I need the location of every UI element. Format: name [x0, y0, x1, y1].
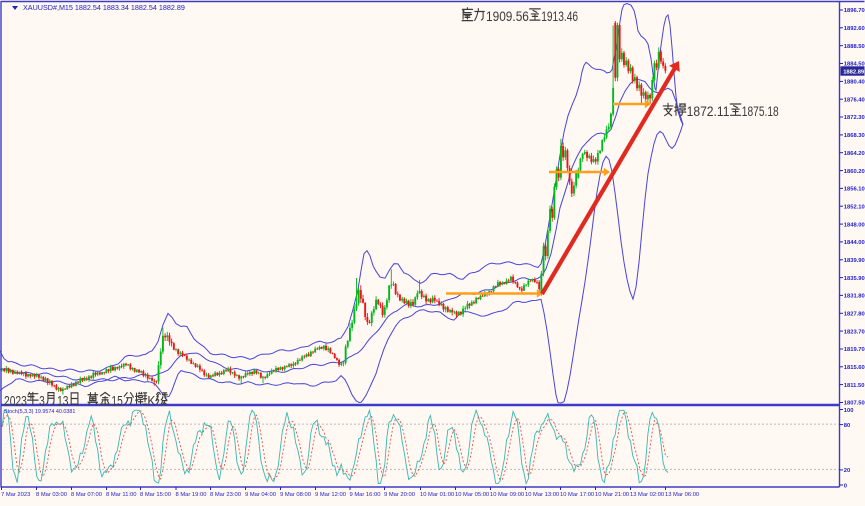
svg-text:10 Mar 21:00: 10 Mar 21:00 [595, 492, 629, 498]
svg-text:1823.70: 1823.70 [844, 329, 865, 335]
svg-text:1888.50: 1888.50 [844, 44, 865, 50]
svg-text:9 Mar 16:00: 9 Mar 16:00 [350, 492, 381, 498]
svg-text:1864.20: 1864.20 [844, 151, 865, 157]
svg-text:1839.90: 1839.90 [844, 258, 865, 264]
svg-text:1880.40: 1880.40 [844, 80, 865, 86]
svg-text:10 Mar 09:00: 10 Mar 09:00 [490, 492, 524, 498]
svg-text:9 Mar 20:00: 9 Mar 20:00 [384, 492, 415, 498]
svg-text:1819.70: 1819.70 [844, 347, 865, 353]
svg-text:10 Mar 13:00: 10 Mar 13:00 [525, 492, 559, 498]
svg-text:1811.50: 1811.50 [844, 383, 865, 389]
svg-text:Stoch(5,3,3) 19.9574 40.0381: Stoch(5,3,3) 19.9574 40.0381 [4, 409, 75, 415]
svg-text:9 Mar 12:00: 9 Mar 12:00 [315, 492, 346, 498]
svg-text:10 Mar 17:00: 10 Mar 17:00 [560, 492, 594, 498]
svg-text:1831.80: 1831.80 [844, 294, 865, 300]
svg-text:1876.40: 1876.40 [844, 97, 865, 103]
svg-text:13: 13 [57, 392, 69, 408]
svg-text:1872.11: 1872.11 [687, 103, 730, 119]
svg-text:80: 80 [844, 423, 850, 429]
svg-text:8 Mar 19:00: 8 Mar 19:00 [176, 492, 207, 498]
svg-text:8 Mar 03:00: 8 Mar 03:00 [36, 492, 67, 498]
svg-text:0: 0 [844, 483, 847, 489]
svg-text:9 Mar 04:00: 9 Mar 04:00 [245, 492, 276, 498]
svg-text:8 Mar 23:00: 8 Mar 23:00 [210, 492, 241, 498]
svg-text:20: 20 [844, 468, 850, 474]
svg-text:1913.46: 1913.46 [541, 8, 578, 24]
svg-text:10 Mar 05:00: 10 Mar 05:00 [455, 492, 489, 498]
svg-text:1884.50: 1884.50 [844, 62, 865, 68]
svg-text:1848.00: 1848.00 [844, 222, 865, 228]
svg-text:1844.00: 1844.00 [844, 240, 865, 246]
svg-text:1835.90: 1835.90 [844, 276, 865, 282]
svg-text:1827.80: 1827.80 [844, 312, 865, 318]
svg-text:13 Mar 02:00: 13 Mar 02:00 [630, 492, 664, 498]
svg-text:1807.50: 1807.50 [844, 401, 865, 407]
svg-text:8 Mar 07:00: 8 Mar 07:00 [71, 492, 102, 498]
svg-text:13 Mar 06:00: 13 Mar 06:00 [665, 492, 699, 498]
svg-text:1909.56: 1909.56 [486, 8, 529, 24]
svg-text:1856.10: 1856.10 [844, 187, 865, 193]
svg-text:1852.10: 1852.10 [844, 204, 865, 210]
svg-text:XAUUSD#,M15 1882.54 1883.34 1: XAUUSD#,M15 1882.54 1883.34 1882.54 1882… [23, 3, 185, 12]
svg-text:2023: 2023 [4, 392, 27, 408]
svg-text:10 Mar 01:00: 10 Mar 01:00 [420, 492, 454, 498]
svg-text:15: 15 [111, 392, 123, 408]
svg-text:100: 100 [844, 408, 854, 414]
svg-text:1875.18: 1875.18 [742, 103, 779, 119]
svg-text:9 Mar 08:00: 9 Mar 08:00 [280, 492, 311, 498]
svg-text:1868.30: 1868.30 [844, 133, 865, 139]
svg-text:7 Mar 2023: 7 Mar 2023 [1, 492, 30, 498]
svg-text:1815.60: 1815.60 [844, 365, 865, 371]
svg-text:1872.30: 1872.30 [844, 115, 865, 121]
svg-text:1860.20: 1860.20 [844, 169, 865, 175]
svg-text:1882.89: 1882.89 [843, 69, 865, 75]
svg-text:1896.70: 1896.70 [844, 8, 865, 14]
svg-text:8 Mar 15:00: 8 Mar 15:00 [140, 492, 171, 498]
svg-text:8 Mar 11:00: 8 Mar 11:00 [106, 492, 137, 498]
svg-text:K: K [147, 392, 156, 408]
svg-text:1892.60: 1892.60 [844, 26, 865, 32]
svg-text:3: 3 [39, 392, 45, 408]
